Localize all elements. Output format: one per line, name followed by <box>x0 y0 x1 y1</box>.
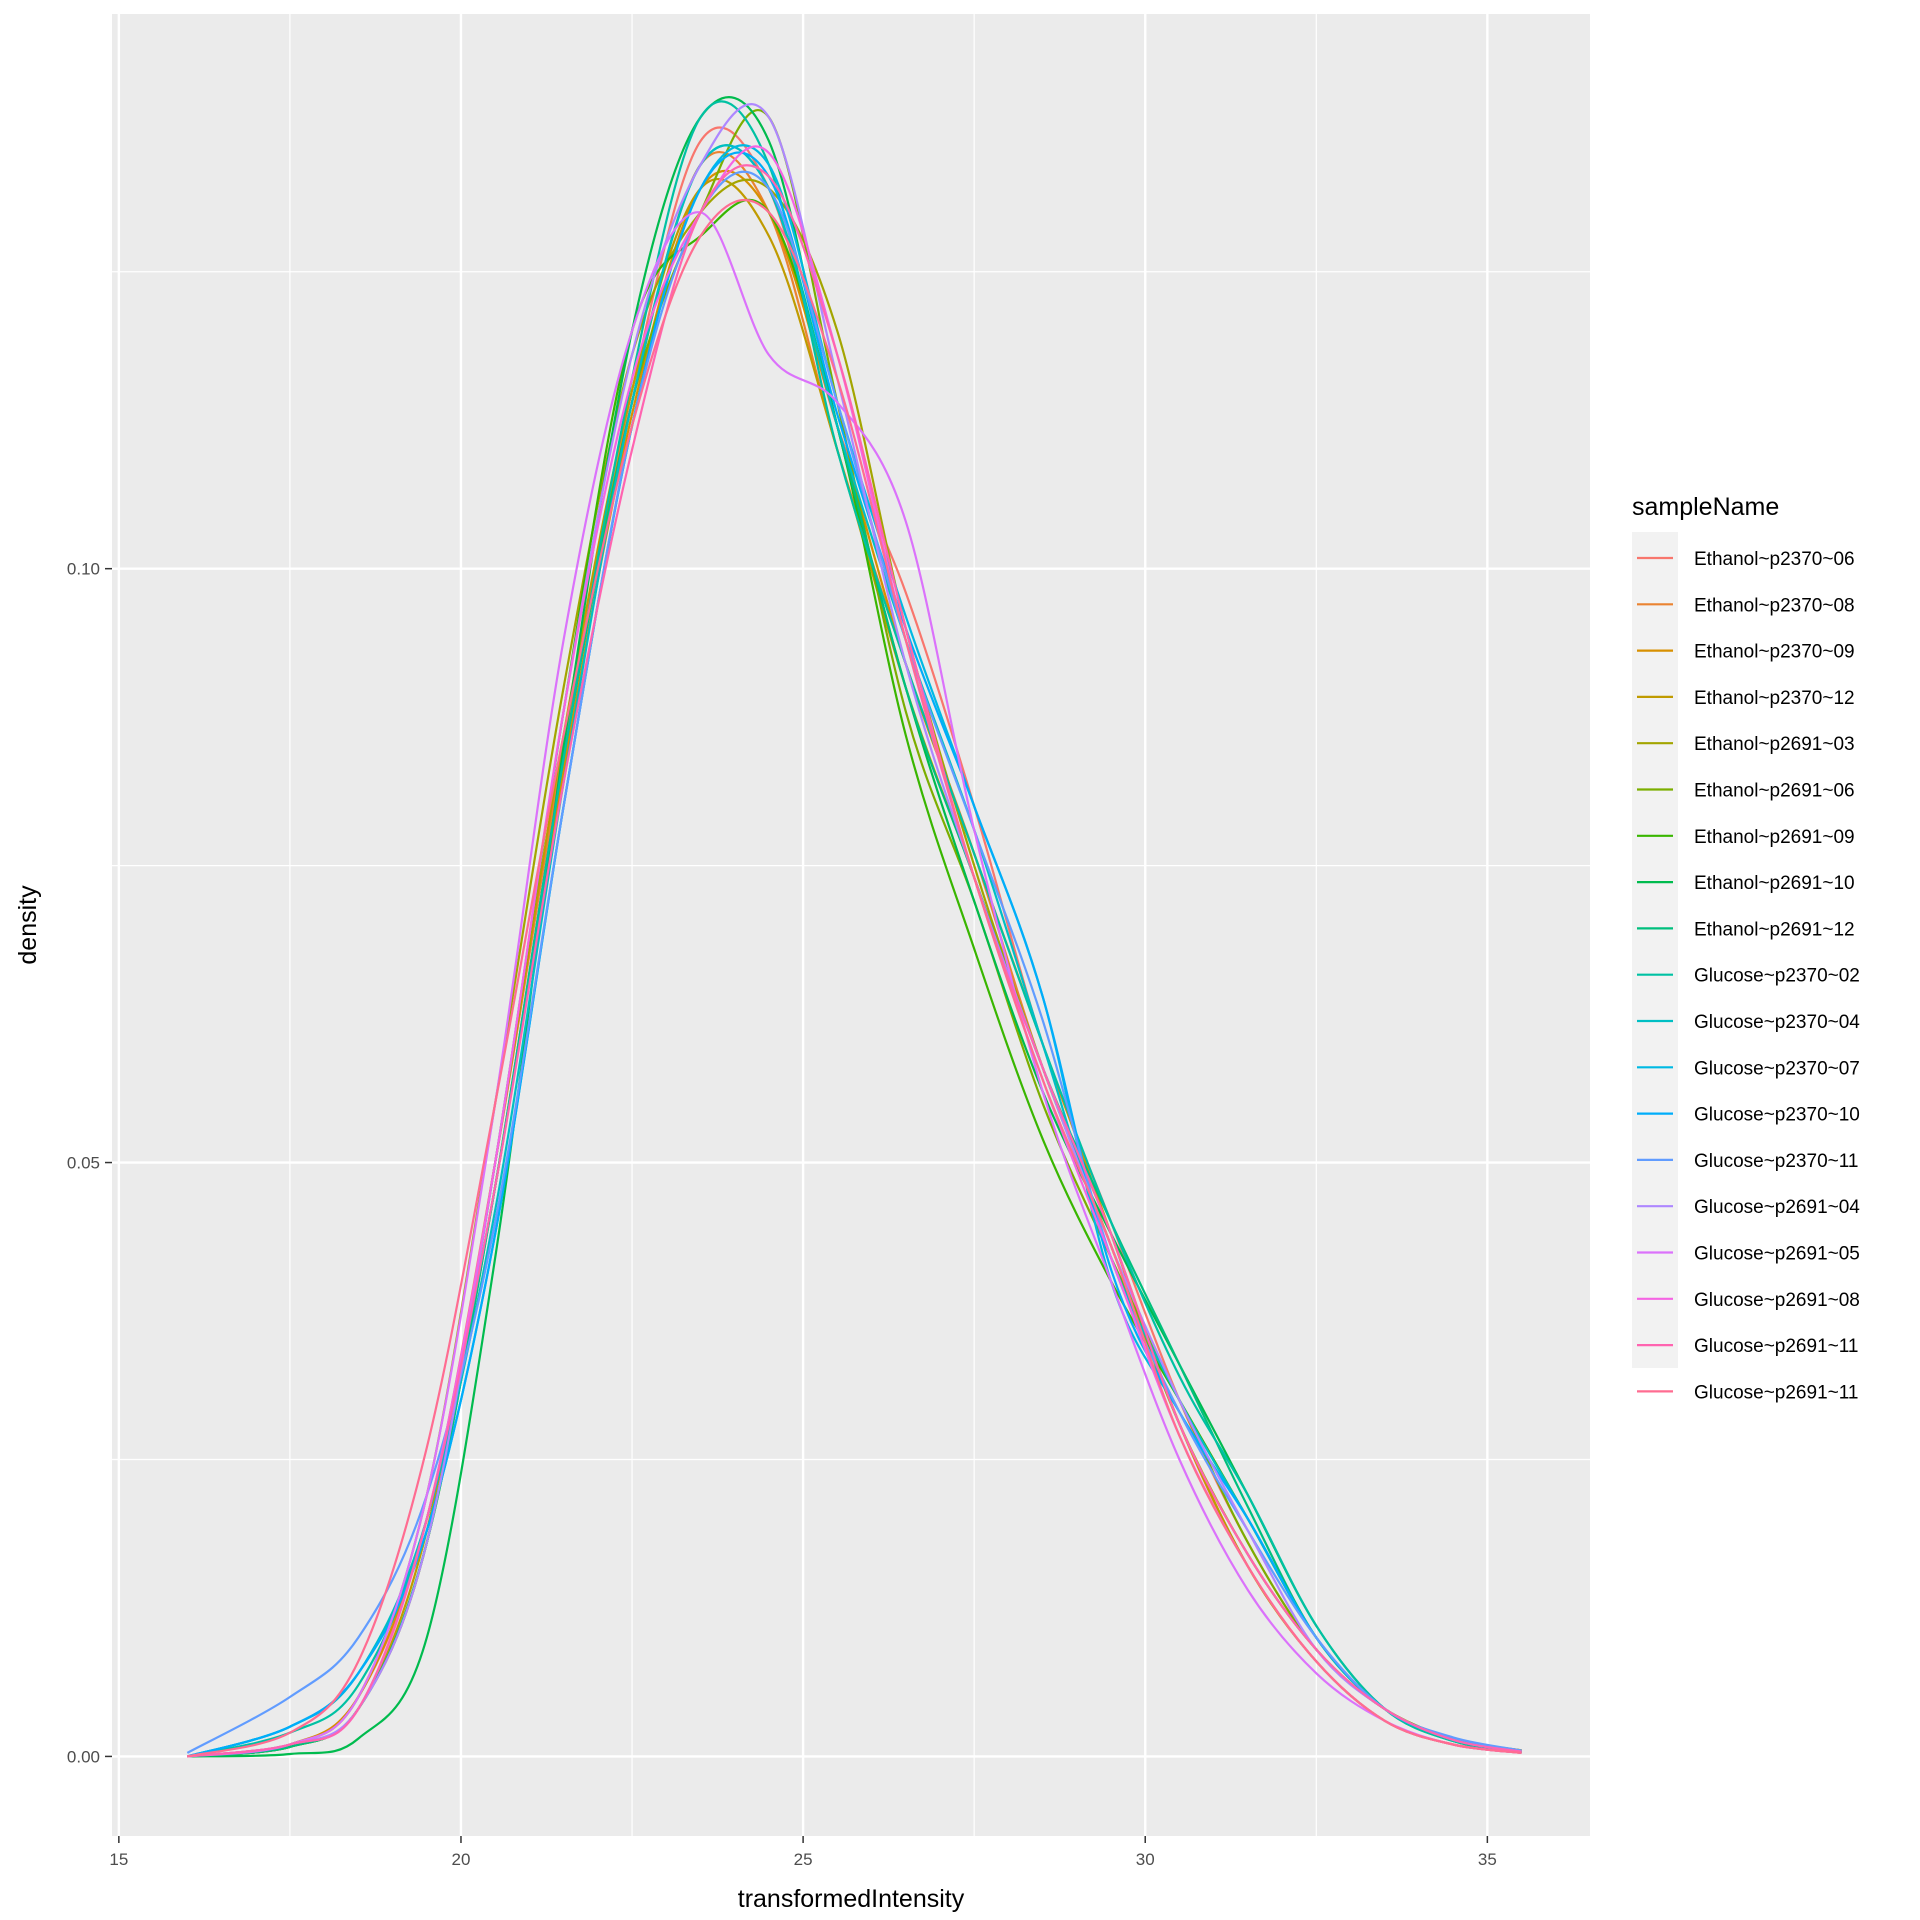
plot-panel <box>112 14 1590 1836</box>
density-line-glucose-p2691-04 <box>187 103 1522 1758</box>
x-tick-label: 35 <box>1478 1850 1497 1869</box>
legend-label: Glucose~p2370~02 <box>1694 966 1860 987</box>
x-tick-label: 25 <box>794 1850 813 1869</box>
legend-label: Ethanol~p2691~09 <box>1694 827 1855 848</box>
density-line-glucose-p2691-05 <box>187 211 1522 1758</box>
density-line-glucose-p2370-10 <box>186 151 1522 1758</box>
y-tick-label: 0.10 <box>67 560 100 579</box>
y-tick-label: 0.05 <box>67 1154 100 1173</box>
legend-label: Ethanol~p2370~12 <box>1694 688 1855 709</box>
density-lines <box>186 96 1522 1758</box>
x-tick-label: 20 <box>452 1850 471 1869</box>
legend-label: Ethanol~p2370~08 <box>1694 595 1855 616</box>
major-gridlines <box>112 14 1590 1836</box>
density-line-glucose-p2691-11 <box>187 198 1522 1758</box>
legend-label: Glucose~p2370~11 <box>1694 1151 1858 1172</box>
legend-label: Glucose~p2691~05 <box>1694 1244 1860 1265</box>
legend-label: Ethanol~p2691~06 <box>1694 781 1855 802</box>
legend-label: Ethanol~p2370~06 <box>1694 549 1855 570</box>
y-axis-title: density <box>14 885 42 965</box>
legend-label: Glucose~p2691~04 <box>1694 1197 1860 1218</box>
y-tick-label: 0.00 <box>67 1747 100 1766</box>
legend-label: Glucose~p2691~11 <box>1694 1336 1858 1357</box>
legend-label: Glucose~p2370~04 <box>1694 1012 1860 1033</box>
y-axis: 0.00 0.05 0.10 <box>67 560 112 1766</box>
legend-label: Glucose~p2691~11 <box>1694 1382 1858 1403</box>
legend-label: Ethanol~p2691~03 <box>1694 734 1855 755</box>
legend-label: Glucose~p2370~07 <box>1694 1058 1860 1079</box>
legend-label: Ethanol~p2691~12 <box>1694 919 1855 940</box>
legend-label: Ethanol~p2370~09 <box>1694 642 1855 663</box>
legend-label: Glucose~p2370~10 <box>1694 1105 1860 1126</box>
legend-title: sampleName <box>1632 493 1779 521</box>
density-line-glucose-p2691-11 <box>187 164 1522 1758</box>
legend-label: Glucose~p2691~08 <box>1694 1290 1860 1311</box>
x-axis-title: transformedIntensity <box>738 1885 965 1913</box>
legend-key-background <box>1632 532 1678 1368</box>
x-tick-label: 15 <box>109 1850 128 1869</box>
legend: Ethanol~p2370~06 Ethanol~p2370~08 Ethanol~… <box>1637 549 1860 1403</box>
minor-gridlines <box>112 14 1590 1836</box>
x-axis: 15 20 25 30 35 <box>109 1836 1497 1869</box>
x-tick-label: 30 <box>1136 1850 1155 1869</box>
legend-label: Ethanol~p2691~10 <box>1694 873 1855 894</box>
